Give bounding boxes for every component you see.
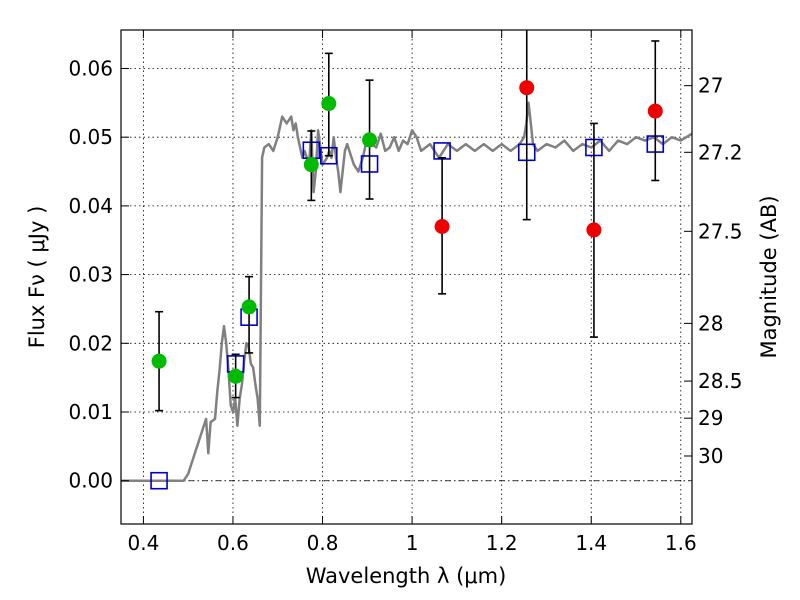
x-tick-label: 0.8 [307, 531, 339, 555]
y-tick-label: 0.01 [68, 400, 113, 424]
mag-tick-label: 28 [698, 311, 723, 335]
y-tick-label: 0.00 [68, 469, 113, 493]
tick-labels: 0.4 0.6 0.8 1 1.2 1.4 1.6 0.00 0.01 0.02 0.03 0.04 0… [68, 56, 742, 555]
green-point [228, 368, 244, 384]
mag-tick-label: 27.2 [698, 140, 743, 164]
red-point [586, 222, 602, 238]
x-tick-label: 0.6 [217, 531, 249, 555]
error-bars [155, 30, 660, 412]
green-point [303, 157, 319, 173]
green-point [151, 353, 167, 369]
y-tick-label: 0.02 [68, 331, 113, 355]
green-point [362, 132, 378, 148]
mag-tick-label: 27 [698, 74, 723, 98]
red-point [434, 219, 450, 235]
y-tick-label: 0.06 [68, 56, 113, 80]
axis-ticks [121, 30, 692, 524]
mag-tick-label: 30 [698, 444, 723, 468]
plot-border [120, 29, 693, 525]
y-tick-label: 0.03 [68, 263, 113, 287]
mag-tick-label: 27.5 [698, 219, 743, 243]
model-square [150, 471, 168, 490]
red-point [519, 80, 535, 96]
model-photometry-squares [150, 135, 665, 490]
x-tick-label: 1 [406, 531, 419, 555]
y-tick-label: 0.04 [68, 194, 113, 218]
grid-lines [121, 30, 692, 524]
green-point [241, 299, 257, 315]
model-sed-curve [121, 101, 693, 482]
x-axis-label: Wavelength λ (μm) [306, 564, 507, 588]
green-point [321, 96, 337, 112]
y-tick-label: 0.05 [68, 125, 113, 149]
plot-frame [120, 29, 693, 525]
mag-tick-label: 29 [698, 406, 723, 430]
right-axis-label: Magnitude (AB) [757, 195, 781, 358]
model-line [121, 101, 693, 482]
x-tick-label: 1.6 [665, 531, 697, 555]
x-tick-label: 0.4 [127, 531, 159, 555]
mag-tick-label: 28.5 [698, 369, 743, 393]
x-tick-label: 1.2 [486, 531, 518, 555]
x-tick-label: 1.4 [575, 531, 607, 555]
observed-photometry-points [151, 80, 663, 384]
y-axis-label: Flux Fν ( μJy ) [25, 206, 49, 349]
red-point [647, 103, 663, 119]
